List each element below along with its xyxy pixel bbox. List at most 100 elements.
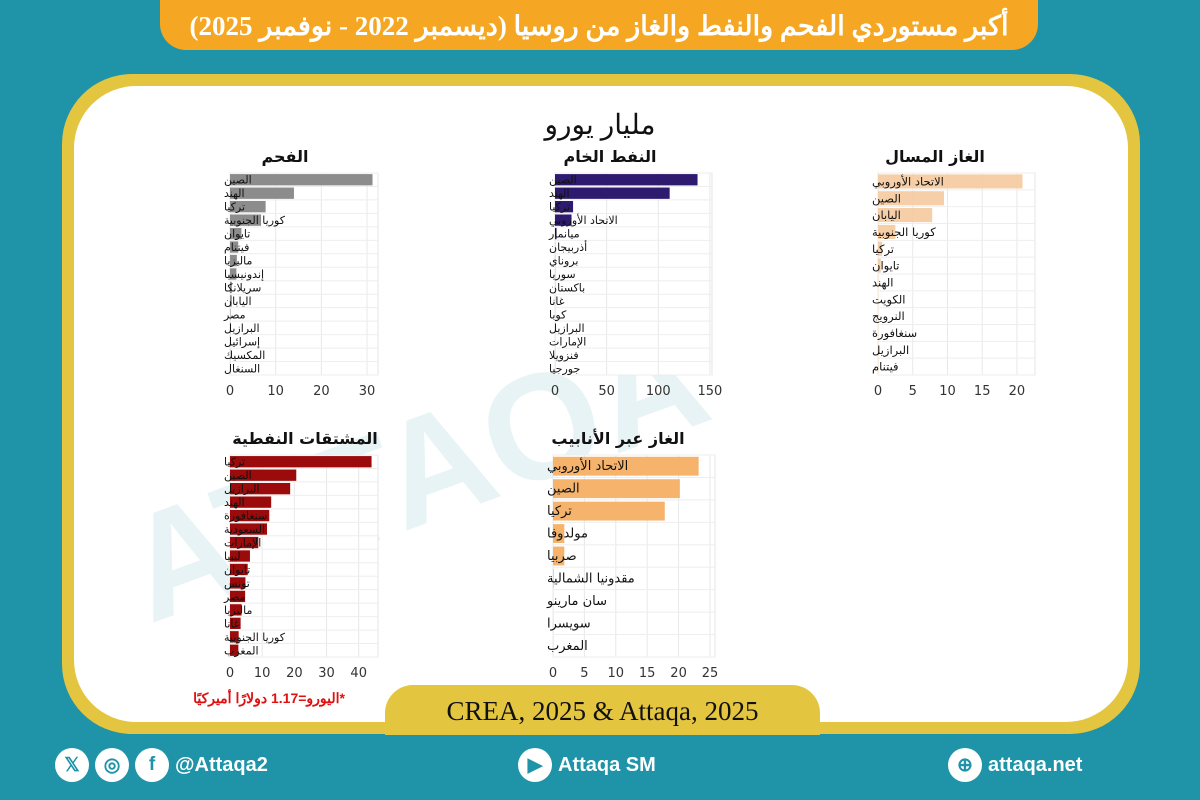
category-label: كوبا: [549, 308, 567, 321]
category-label: الهند: [872, 275, 894, 289]
category-label: غانا: [224, 617, 240, 630]
bar: [230, 483, 291, 495]
x-tick-label: 0: [551, 384, 559, 399]
category-label: سنغافورة: [872, 326, 917, 341]
category-label: الصين: [224, 469, 252, 482]
category-label: مولدوفا: [547, 527, 588, 542]
bar: [555, 214, 572, 226]
category-label: ليبيا: [224, 550, 241, 563]
x-tick-label: 20: [670, 666, 687, 681]
bar: [553, 546, 565, 566]
category-label: تركيا: [549, 201, 570, 214]
category-label: إسرائيل: [224, 335, 260, 348]
instagram-icon[interactable]: ◎: [95, 748, 129, 782]
bar: [555, 174, 698, 186]
x-icon[interactable]: 𝕏: [55, 748, 89, 782]
category-label: ماليزيا: [224, 604, 253, 617]
category-label: النرويج: [872, 309, 905, 324]
category-label: ماليزيا: [224, 255, 253, 268]
unit-label: مليار يورو: [544, 110, 656, 141]
category-label: الصين: [224, 174, 252, 187]
category-label: البرازيل: [549, 322, 585, 335]
x-tick-label: 20: [1009, 384, 1026, 399]
category-label: مصر: [223, 308, 246, 321]
x-tick-label: 5: [580, 666, 588, 681]
bar: [230, 496, 272, 508]
source-label: CREA, 2025 & Attaqa, 2025: [385, 685, 820, 735]
category-label: إندونيسيا: [224, 268, 264, 281]
bar: [230, 577, 246, 589]
website-link[interactable]: ⊕ attaqa.net: [948, 748, 1082, 782]
x-tick-label: 30: [359, 384, 376, 399]
bar: [878, 174, 1023, 189]
category-label: تايوان: [224, 563, 250, 576]
category-label: ميانمار: [548, 228, 580, 241]
category-label: سان مارينو: [546, 594, 607, 609]
bar: [230, 631, 239, 643]
bar: [230, 214, 262, 226]
x-tick-label: 15: [639, 666, 656, 681]
website-url: attaqa.net: [988, 753, 1083, 776]
chart-title: النفط الخام: [564, 147, 657, 166]
category-label: مصر: [223, 590, 246, 603]
category-label: تركيا: [547, 504, 572, 519]
category-label: السعودية: [224, 523, 265, 536]
category-label: كوريا الجنوبية: [224, 214, 286, 227]
bar: [230, 456, 372, 468]
x-tick-label: 5: [909, 384, 917, 399]
bar: [230, 550, 250, 562]
x-tick-label: 0: [874, 384, 882, 399]
bar: [878, 258, 881, 273]
category-label: السنغال: [224, 362, 260, 375]
category-label: الصين: [549, 174, 577, 187]
globe-icon: ⊕: [948, 748, 982, 782]
bar: [230, 241, 239, 253]
bar: [230, 590, 246, 603]
x-tick-label: 150: [698, 384, 723, 399]
x-tick-label: 40: [350, 666, 367, 681]
x-tick-label: 0: [549, 666, 557, 681]
x-tick-label: 10: [267, 384, 284, 399]
bar: [230, 523, 267, 535]
youtube-icon: ▶: [518, 748, 552, 782]
bar: [230, 604, 242, 616]
currency-note: *اليورو=1.17 دولارًا أميركيًا: [193, 690, 345, 706]
category-label: فيتنام: [224, 241, 249, 254]
page-title: أكبر مستوردي الفحم والنفط والغاز من روسي…: [160, 0, 1038, 50]
social-handle[interactable]: @Attaqa2: [175, 753, 268, 776]
category-label: تايوان: [872, 259, 900, 274]
category-label: صربيا: [547, 549, 577, 564]
bar: [878, 241, 883, 256]
bar: [553, 524, 565, 543]
bar: [230, 536, 259, 549]
bar: [553, 569, 554, 588]
chart-title: الغاز عبر الأنابيب: [551, 429, 684, 448]
category-label: الكويت: [872, 292, 905, 307]
category-label: أذربيجان: [549, 240, 587, 254]
x-tick-label: 20: [286, 666, 303, 681]
bar: [230, 254, 237, 267]
bar: [230, 268, 237, 280]
category-label: فيتنام: [872, 360, 899, 374]
category-label: بروناي: [549, 255, 578, 268]
category-label: البرازيل: [872, 343, 909, 358]
category-label: المكسيك: [224, 349, 265, 362]
x-tick-label: 30: [318, 666, 335, 681]
chart-title: الغاز المسال: [885, 147, 985, 166]
x-tick-label: 100: [646, 384, 671, 399]
category-label: اليابان: [224, 295, 252, 308]
category-label: الصين: [547, 482, 580, 497]
category-label: سوريا: [549, 268, 576, 281]
category-label: الهند: [549, 187, 570, 200]
bar: [878, 208, 933, 223]
category-label: الهند: [224, 496, 245, 509]
bar: [555, 227, 557, 240]
category-label: تركيا: [224, 456, 245, 469]
bar: [553, 479, 680, 499]
category-label: تايوان: [224, 228, 250, 241]
facebook-icon[interactable]: f: [135, 748, 169, 782]
youtube-link[interactable]: ▶ Attaqa SM: [518, 748, 656, 782]
category-label: الاتحاد الأوروبي: [872, 174, 944, 189]
category-label: كوريا الجنوبية: [224, 631, 286, 644]
category-label: الاتحاد الأوروبي: [547, 457, 628, 474]
